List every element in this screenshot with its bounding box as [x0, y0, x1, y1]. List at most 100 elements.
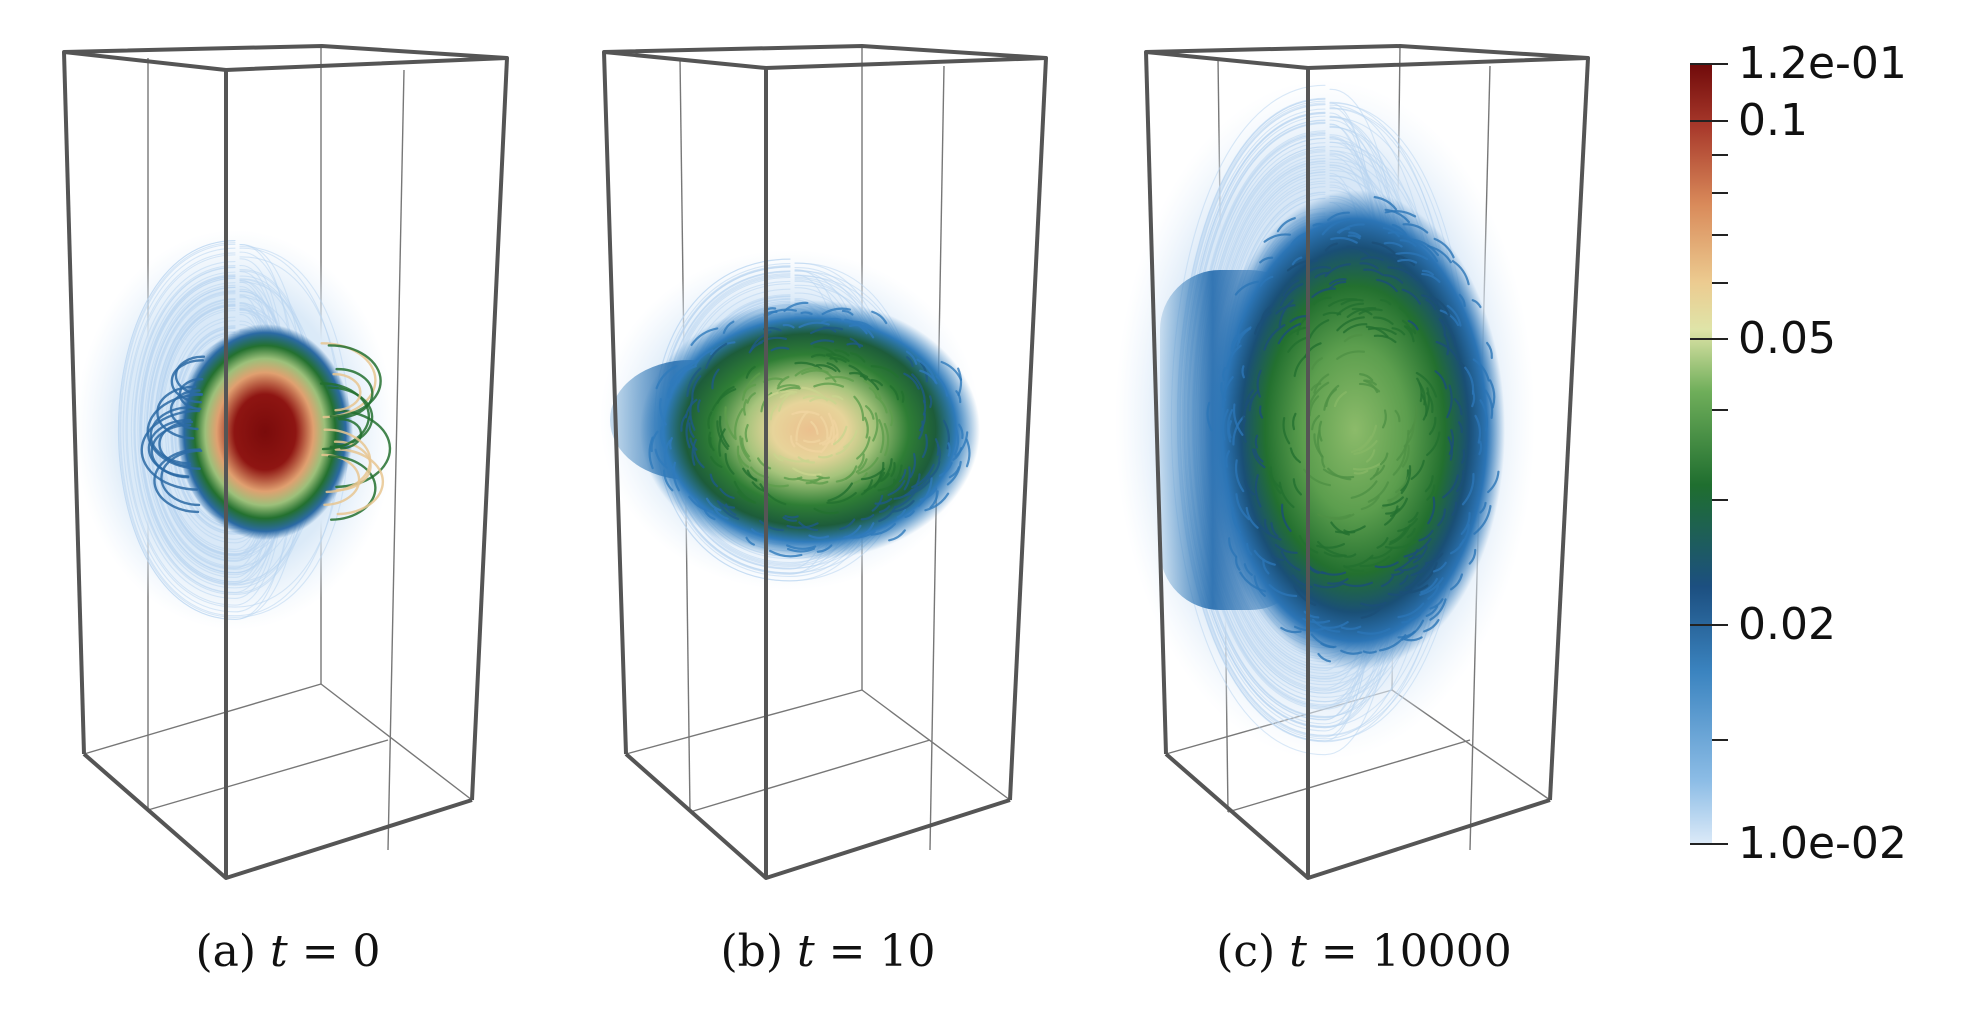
streamline	[905, 356, 914, 368]
streamline	[694, 349, 714, 367]
streamline	[1391, 327, 1406, 336]
streamline	[1362, 650, 1377, 654]
streamline	[904, 510, 915, 518]
streamline	[1314, 271, 1330, 279]
streamline	[887, 464, 903, 492]
streamline	[1292, 584, 1317, 607]
streamline	[1279, 282, 1304, 307]
streamline	[703, 509, 716, 521]
streamline	[1358, 308, 1383, 315]
streamline	[688, 495, 714, 513]
streamline	[1324, 263, 1351, 278]
streamline	[850, 352, 866, 363]
streamline	[319, 382, 371, 451]
streamline	[1472, 358, 1490, 382]
streamline	[1369, 467, 1380, 481]
streamline	[1400, 465, 1412, 495]
streamline	[849, 337, 861, 349]
streamline	[1486, 470, 1500, 494]
streamline	[846, 342, 864, 347]
streamline	[911, 473, 931, 492]
streamline	[1421, 294, 1438, 306]
streamline	[857, 453, 865, 469]
streamline	[917, 476, 933, 507]
streamline	[824, 375, 854, 382]
streamline	[1230, 335, 1239, 352]
streamline	[776, 384, 800, 390]
streamline	[942, 419, 950, 450]
colorbar-gradient	[1690, 64, 1712, 844]
streamline	[1321, 455, 1326, 468]
streamline	[1385, 508, 1401, 515]
streamline	[855, 458, 868, 474]
streamline	[323, 428, 372, 494]
streamline	[810, 420, 819, 435]
streamline	[1310, 382, 1322, 391]
streamline	[120, 243, 341, 617]
streamline	[1374, 561, 1399, 569]
streamline	[1329, 280, 1347, 289]
streamline	[1416, 377, 1423, 403]
streamline	[1397, 258, 1418, 264]
streamline	[745, 536, 756, 546]
streamline	[1379, 452, 1389, 466]
streamline	[1397, 602, 1425, 619]
streamline	[1280, 550, 1301, 572]
streamline	[821, 317, 842, 324]
streamline	[1415, 371, 1438, 398]
streamline	[669, 437, 673, 450]
streamline	[1471, 299, 1482, 309]
streamline	[1446, 304, 1462, 327]
streamline	[1420, 577, 1439, 594]
streamline	[1317, 513, 1351, 520]
streamline	[1347, 234, 1361, 240]
streamline	[1363, 268, 1384, 276]
streamline	[1411, 239, 1439, 263]
colorbar-tick-labels: 1.2e-01 0.1 0.05 0.02 1.0e-02	[1690, 38, 1907, 869]
streamline	[1353, 439, 1378, 456]
streamline	[1243, 479, 1255, 496]
streamline	[1417, 561, 1438, 587]
streamline	[903, 372, 920, 390]
streamline	[1407, 319, 1419, 331]
streamline	[927, 460, 941, 480]
streamline	[1334, 525, 1366, 534]
streamline	[1399, 574, 1409, 586]
streamline	[1302, 617, 1331, 624]
streamline	[814, 366, 837, 383]
streamline	[1395, 464, 1414, 494]
streamline	[875, 395, 888, 414]
streamline	[770, 346, 790, 352]
streamline	[803, 439, 821, 444]
streamline	[655, 365, 678, 390]
streamline	[878, 472, 890, 483]
streamline	[1254, 311, 1272, 335]
streamline	[1478, 440, 1483, 456]
streamline	[789, 435, 796, 448]
streamline	[1350, 435, 1372, 454]
streamline	[1365, 325, 1389, 338]
streamline	[868, 386, 878, 398]
panel-a-core-loops	[140, 342, 392, 521]
streamline	[1424, 475, 1434, 493]
streamline	[832, 425, 848, 446]
streamline	[1271, 554, 1285, 562]
streamline	[1321, 217, 1351, 236]
streamline	[1291, 256, 1303, 266]
streamline	[1311, 414, 1321, 431]
streamline	[1403, 537, 1432, 558]
streamline	[1360, 601, 1387, 607]
streamline	[1473, 504, 1492, 535]
streamline	[1408, 613, 1421, 621]
streamline	[1254, 434, 1259, 449]
streamline	[1433, 237, 1455, 259]
streamline	[1303, 610, 1320, 619]
streamline	[1206, 401, 1213, 432]
streamline	[744, 423, 749, 443]
streamline	[1280, 503, 1292, 532]
streamline	[1471, 389, 1476, 408]
streamline	[734, 408, 744, 441]
streamline	[1221, 408, 1229, 441]
streamline	[1350, 480, 1378, 499]
streamline	[1312, 296, 1332, 305]
